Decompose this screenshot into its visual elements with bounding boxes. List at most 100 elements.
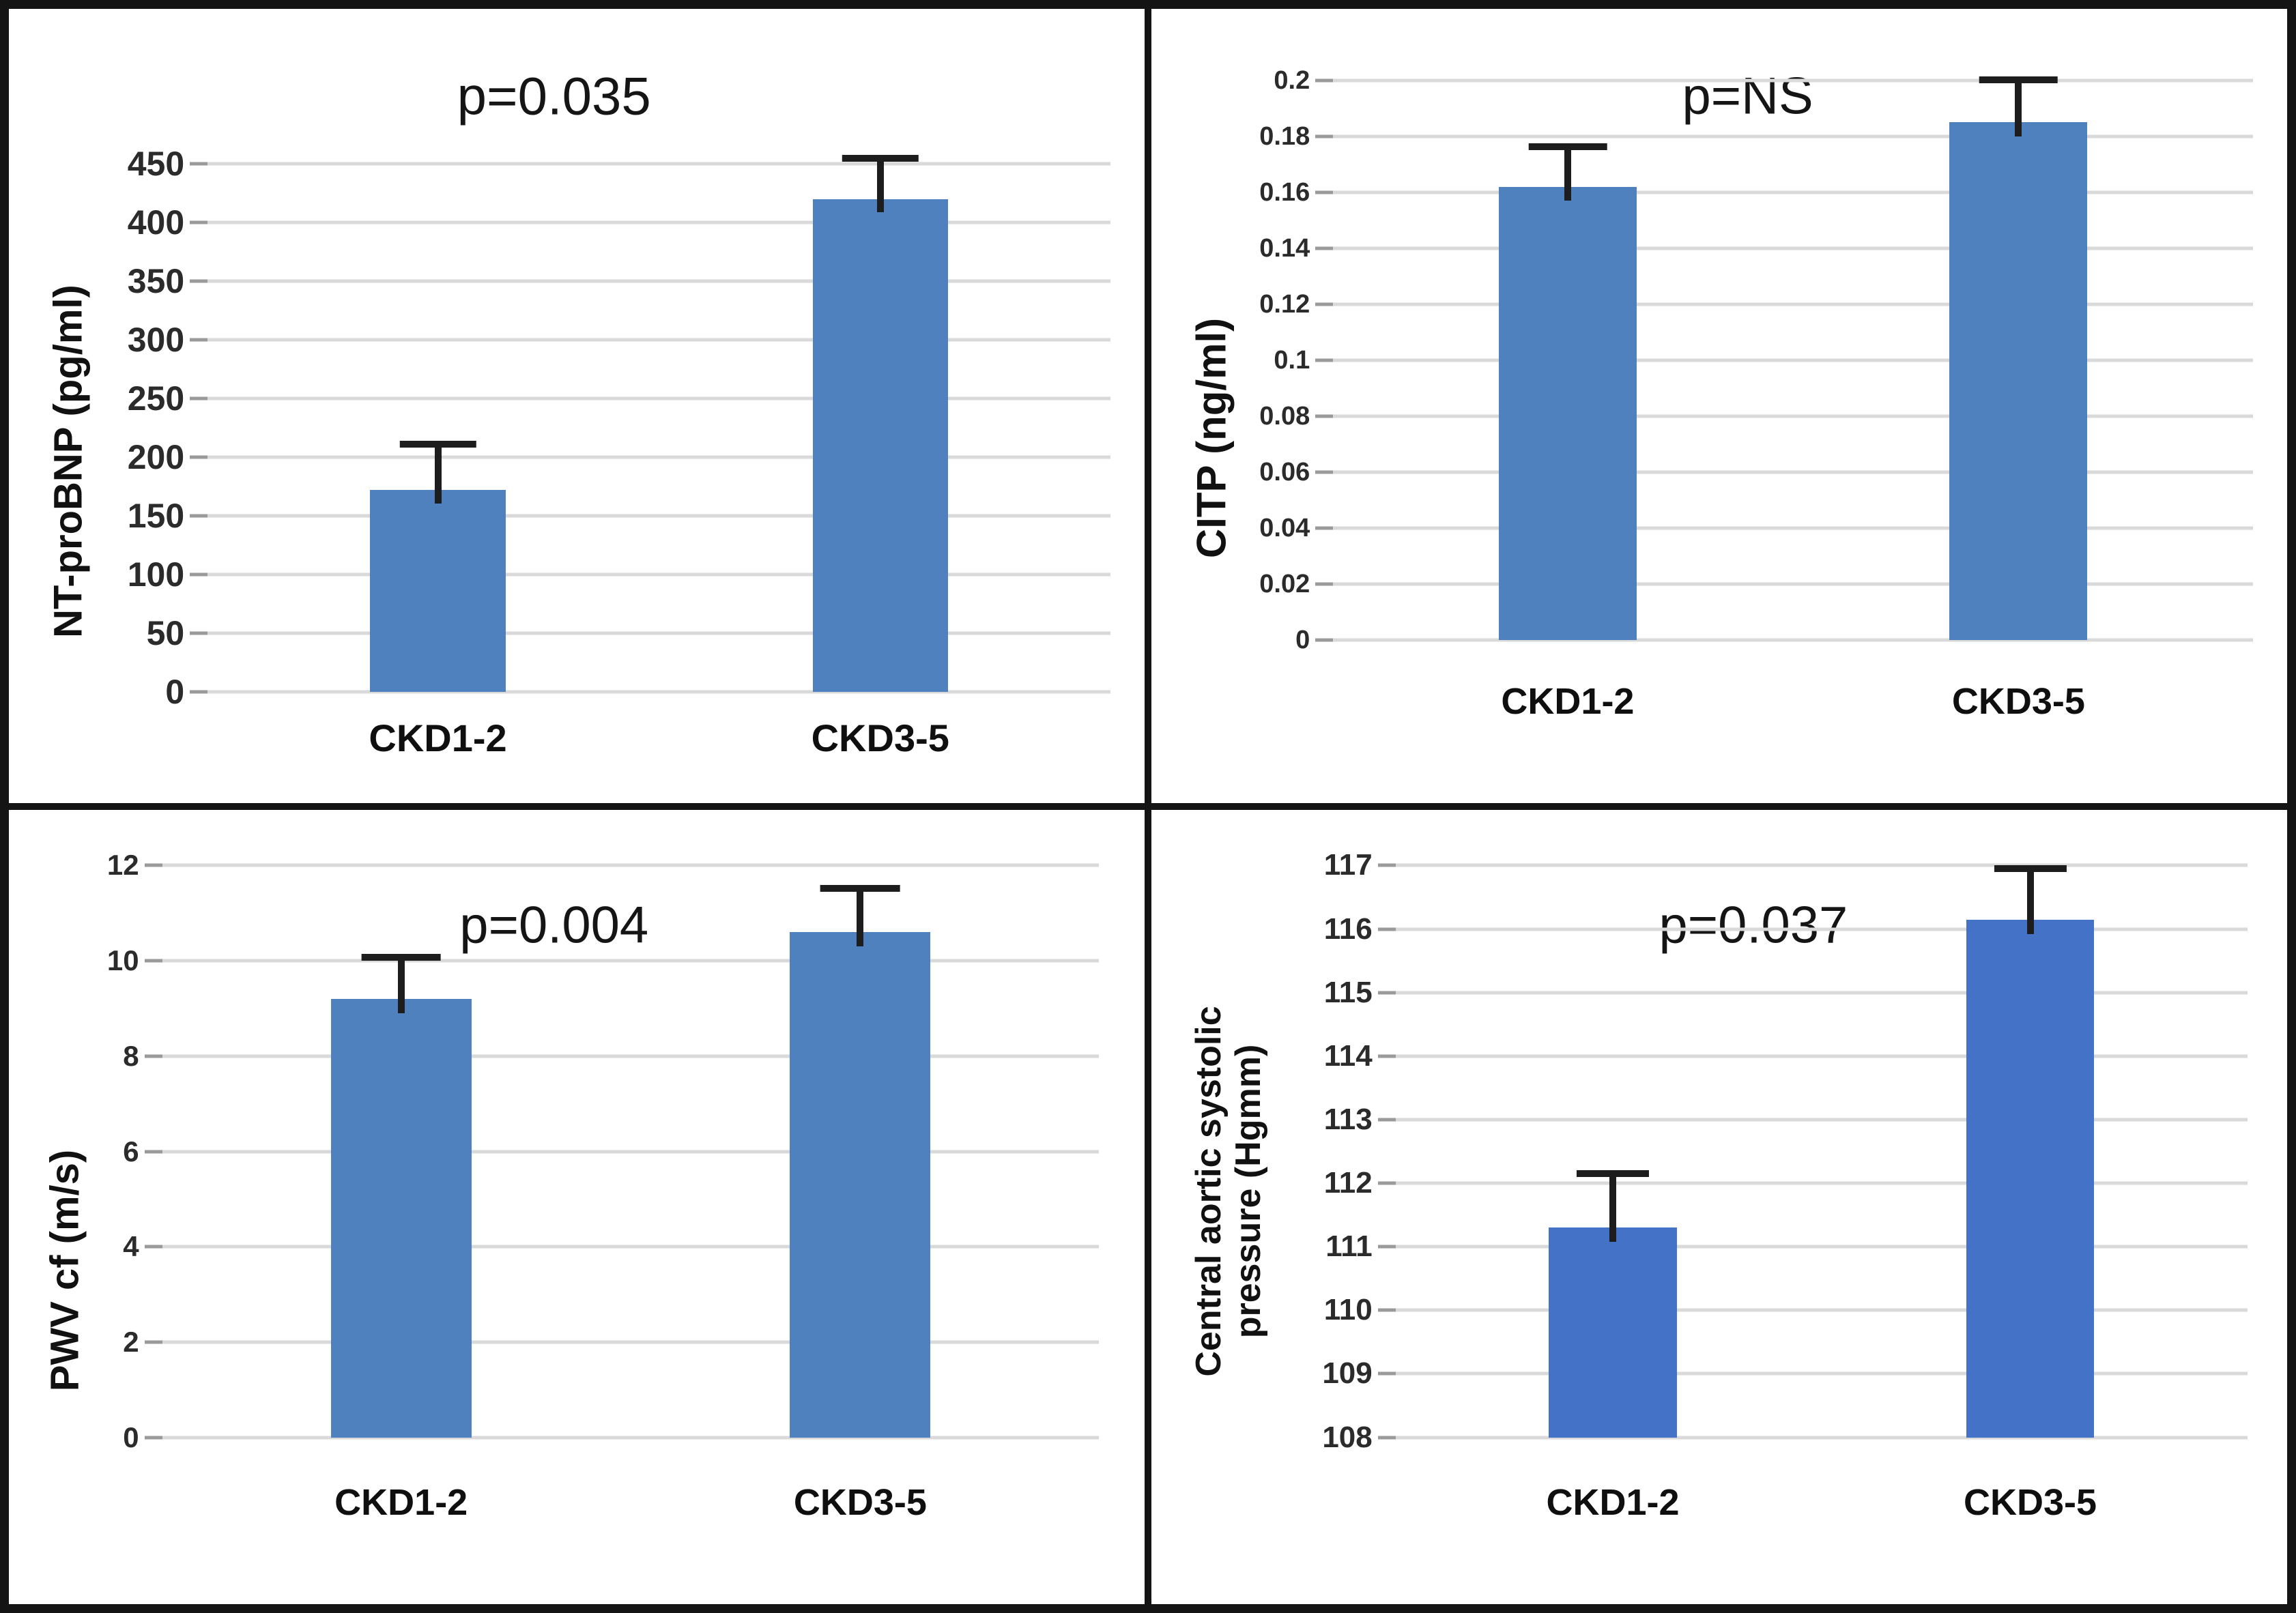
y-tick-label: 150 xyxy=(127,497,185,536)
gridline xyxy=(1333,78,2254,83)
axis-tick-mark xyxy=(1315,134,1334,139)
category-label: CKD3-5 xyxy=(1963,1481,2097,1523)
p-value-annotation: p=0.004 xyxy=(459,896,649,955)
y-axis-tick-labels: 0 2 4 6 8 10 12 xyxy=(9,851,139,1451)
gridline xyxy=(1333,190,2254,194)
bar-ckd1-2 xyxy=(370,490,506,693)
axis-tick-mark xyxy=(1377,927,1396,931)
axis-tick-mark xyxy=(1377,1371,1396,1376)
axis-tick-mark xyxy=(1377,1308,1396,1312)
y-tick-label: 113 xyxy=(1323,1102,1373,1136)
axis-tick-mark xyxy=(144,863,162,867)
gridline xyxy=(162,1150,1100,1154)
axis-tick-mark xyxy=(144,1150,162,1154)
panel-top-right: CITP (ng/ml) p=NS 0 0.02 0.04 0.06 0.08 0.1 0.… xyxy=(1148,5,2291,806)
axis-tick-mark xyxy=(1377,1245,1396,1249)
y-tick-label: 0 xyxy=(123,1421,139,1453)
gridline xyxy=(1395,991,2248,995)
axis-tick-mark xyxy=(1315,78,1334,83)
bar-ckd1-2 xyxy=(1549,1227,1677,1438)
axis-tick-mark xyxy=(1315,638,1334,642)
gridline xyxy=(1395,1054,2248,1058)
axis-tick-mark xyxy=(1377,863,1396,867)
y-tick-label: 10 xyxy=(106,944,139,977)
gridline xyxy=(1333,414,2254,418)
axis-area: 108 109 110 111 112 113 114 115 116 117 xyxy=(1322,850,2248,1452)
axis-area: 0 0.02 0.04 0.06 0.08 0.1 0.12 0.14 0.16 0.18 0.2 xyxy=(1259,68,2254,653)
p-value-annotation: p=0.037 xyxy=(1659,896,1848,955)
x-axis-category-labels: CKD1-2 CKD3-5 xyxy=(162,1481,1100,1536)
chart-grid: NT-proBNP (pg/ml) p=0.035 0 50 100 150 200 25… xyxy=(5,5,2291,1608)
error-bar-line xyxy=(2026,871,2034,934)
chart-pwv: PWV cf (m/s) p=0.004 0 2 4 6 8 10 12 CKD1-2 CK… xyxy=(9,810,1145,1604)
error-bar-line xyxy=(397,961,405,1013)
axis-tick-mark xyxy=(190,514,208,518)
panel-top-left: NT-proBNP (pg/ml) p=0.035 0 50 100 150 200 25… xyxy=(5,5,1148,806)
error-bar-line xyxy=(434,448,442,504)
error-bar-line xyxy=(857,891,864,947)
axis-tick-mark xyxy=(1315,190,1334,194)
y-tick-label: 400 xyxy=(127,203,185,242)
plot-area xyxy=(1377,863,2248,1440)
axis-area: 0 2 4 6 8 10 12 xyxy=(107,851,1100,1451)
y-tick-label: 450 xyxy=(127,144,185,183)
chart-nt-probnp: NT-proBNP (pg/ml) p=0.035 0 50 100 150 200 25… xyxy=(9,9,1145,803)
gridline xyxy=(207,396,1111,401)
axis-tick-mark xyxy=(1377,1181,1396,1185)
x-axis-category-labels: CKD1-2 CKD3-5 xyxy=(1396,1481,2248,1536)
error-bar-cap xyxy=(1576,1169,1650,1177)
category-label: CKD3-5 xyxy=(811,716,949,759)
bar-ckd3-5 xyxy=(790,932,931,1438)
y-tick-label: 0 xyxy=(165,673,185,712)
axis-tick-mark xyxy=(190,631,208,635)
y-tick-label: 116 xyxy=(1323,912,1373,946)
y-tick-label: 6 xyxy=(123,1135,139,1167)
category-label: CKD3-5 xyxy=(1951,680,2085,722)
chart-citp: CITP (ng/ml) p=NS 0 0.02 0.04 0.06 0.08 0.1 0.… xyxy=(1151,9,2287,803)
gridline xyxy=(1333,246,2254,250)
chart-central-aortic-pressure: Central aortic systolic pressure (Hgmm) … xyxy=(1151,810,2287,1604)
y-tick-label: 0.12 xyxy=(1259,290,1310,319)
error-bar-line xyxy=(2015,83,2022,136)
y-tick-label: 0.2 xyxy=(1274,66,1310,95)
axis-tick-mark xyxy=(144,1340,162,1344)
gridline xyxy=(1395,863,2248,867)
y-tick-label: 250 xyxy=(127,379,185,418)
gridline xyxy=(1395,1308,2248,1312)
y-tick-label: 50 xyxy=(146,614,185,653)
y-tick-label: 100 xyxy=(127,555,185,594)
gridline xyxy=(162,1245,1100,1249)
axis-area: 0 50 100 150 200 250 300 350 400 450 xyxy=(128,147,1111,709)
gridline xyxy=(1333,470,2254,474)
axis-tick-mark xyxy=(190,220,208,224)
gridline xyxy=(1395,1436,2248,1440)
error-bar-line xyxy=(1609,1176,1616,1243)
gridline xyxy=(1333,582,2254,586)
axis-tick-mark xyxy=(190,455,208,459)
y-tick-label: 109 xyxy=(1322,1356,1373,1391)
y-tick-label: 0.1 xyxy=(1274,346,1310,375)
category-label: CKD1-2 xyxy=(1546,1481,1680,1523)
y-axis-tick-labels: 0 50 100 150 200 250 300 350 400 450 xyxy=(27,147,185,709)
axis-tick-mark xyxy=(190,396,208,401)
error-bar-cap xyxy=(820,884,900,892)
y-tick-label: 2 xyxy=(123,1325,139,1358)
gridline xyxy=(207,631,1111,635)
gridline xyxy=(1333,358,2254,362)
axis-tick-mark xyxy=(144,1054,162,1058)
y-tick-label: 114 xyxy=(1323,1038,1373,1073)
gridline xyxy=(1333,638,2254,642)
axis-tick-mark xyxy=(1377,1054,1396,1058)
panel-bottom-left: PWV cf (m/s) p=0.004 0 2 4 6 8 10 12 CKD1-2 CK… xyxy=(5,806,1148,1608)
plot-area xyxy=(190,154,1111,694)
bar-ckd1-2 xyxy=(330,999,472,1438)
bar-ckd1-2 xyxy=(1498,186,1637,641)
y-tick-label: 0.14 xyxy=(1259,233,1310,263)
plot-area xyxy=(144,863,1100,1440)
gridline xyxy=(207,690,1111,694)
gridline xyxy=(207,220,1111,224)
y-tick-label: 112 xyxy=(1323,1166,1373,1200)
y-tick-label: 300 xyxy=(127,321,185,359)
axis-tick-mark xyxy=(190,279,208,283)
